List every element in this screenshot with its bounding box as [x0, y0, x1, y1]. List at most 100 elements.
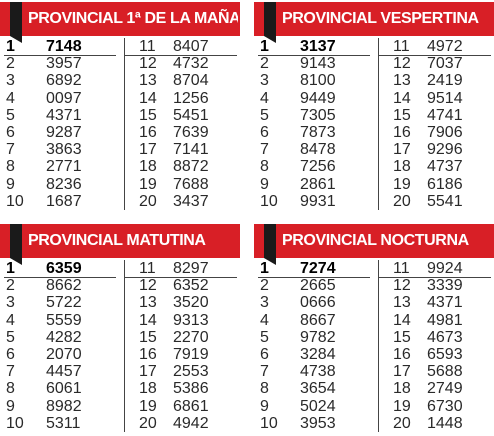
result-position: 5: [6, 328, 15, 346]
result-number: 1687: [46, 192, 82, 210]
result-row: 1 6359: [4, 260, 116, 278]
result-row: 19 6861: [125, 398, 237, 415]
result-number: 1256: [173, 89, 209, 107]
result-number: 2861: [300, 175, 336, 193]
result-position: 16: [393, 345, 411, 363]
result-number: 5688: [427, 363, 463, 381]
result-number: 4732: [173, 55, 209, 73]
first-row-divider: [379, 277, 491, 278]
result-row: 17 9296: [379, 141, 491, 158]
result-position: 20: [139, 414, 157, 432]
result-position: 12: [139, 277, 157, 295]
result-position: 18: [393, 158, 411, 176]
result-position: 9: [260, 175, 269, 193]
panel-provincial-vespertina: PROVINCIAL VESPERTINA 1 3137 2 9143 3 8100 4 94…: [254, 2, 494, 212]
result-row: 5 7305: [258, 107, 370, 124]
result-number: 6359: [46, 260, 82, 277]
result-row: 12 4732: [125, 55, 237, 72]
result-position: 15: [393, 106, 411, 124]
result-number: 6352: [173, 277, 209, 295]
result-number: 7906: [427, 123, 463, 141]
result-position: 14: [393, 311, 411, 329]
result-row: 3 0666: [258, 294, 370, 311]
result-position: 2: [260, 55, 269, 73]
result-row: 15 2270: [125, 329, 237, 346]
result-position: 10: [260, 192, 278, 210]
panel-title: PROVINCIAL NOCTURNA: [282, 232, 469, 249]
result-number: 5541: [427, 192, 463, 210]
result-number: 5386: [173, 380, 209, 398]
panel-banner: PROVINCIAL 1ª DE LA MAÑANA: [0, 2, 240, 43]
result-position: 7: [260, 141, 269, 159]
result-row: 9 2861: [258, 176, 370, 193]
result-number: 6061: [46, 380, 82, 398]
first-row-divider: [125, 55, 237, 56]
first-row-divider: [125, 277, 237, 278]
result-number: 8982: [46, 397, 82, 415]
result-position: 20: [393, 192, 411, 210]
result-row: 6 2070: [4, 346, 116, 363]
result-number: 8236: [46, 175, 82, 193]
banner-tab-decoration: [264, 2, 276, 43]
result-row: 19 7688: [125, 176, 237, 193]
results-column-left: 1 6359 2 8662 3 5722 4 5559 5 4282 6 2070 7 4457 8 6061…: [4, 260, 116, 432]
result-number: 8667: [300, 311, 336, 329]
result-number: 7141: [173, 141, 209, 159]
result-row: 5 4371: [4, 107, 116, 124]
first-row-divider: [258, 55, 370, 56]
result-position: 18: [393, 380, 411, 398]
result-number: 3863: [46, 141, 82, 159]
result-position: 8: [260, 380, 269, 398]
result-number: 6186: [427, 175, 463, 193]
result-position: 1: [260, 38, 269, 55]
result-number: 3953: [300, 414, 336, 432]
result-number: 3339: [427, 277, 463, 295]
result-position: 18: [139, 158, 157, 176]
panel-banner: PROVINCIAL VESPERTINA: [254, 2, 494, 43]
result-number: 9931: [300, 192, 336, 210]
result-position: 3: [6, 72, 15, 90]
result-number: 7256: [300, 158, 336, 176]
result-position: 15: [393, 328, 411, 346]
result-position: 12: [393, 277, 411, 295]
result-row: 15 4673: [379, 329, 491, 346]
result-row: 1 7148: [4, 38, 116, 56]
result-row: 9 5024: [258, 398, 370, 415]
result-number: 7274: [300, 260, 336, 277]
result-position: 10: [6, 192, 24, 210]
result-number: 9287: [46, 123, 82, 141]
result-row: 16 7919: [125, 346, 237, 363]
result-row: 12 7037: [379, 55, 491, 72]
result-row: 14 1256: [125, 90, 237, 107]
result-row: 13 3520: [125, 294, 237, 311]
result-row: 5 4282: [4, 329, 116, 346]
result-position: 2: [6, 55, 15, 73]
result-row: 17 7141: [125, 141, 237, 158]
result-number: 3654: [300, 380, 336, 398]
result-row: 13 4371: [379, 294, 491, 311]
result-row: 20 3437: [125, 193, 237, 210]
result-row: 11 4972: [379, 38, 491, 56]
banner-tab-decoration: [264, 224, 276, 265]
result-position: 15: [139, 106, 157, 124]
result-position: 14: [393, 89, 411, 107]
result-number: 7305: [300, 106, 336, 124]
panel-banner: PROVINCIAL MATUTINA: [0, 224, 240, 265]
result-row: 6 9287: [4, 124, 116, 141]
result-row: 15 5451: [125, 107, 237, 124]
result-row: 7 8478: [258, 141, 370, 158]
result-number: 0097: [46, 89, 82, 107]
result-row: 18 5386: [125, 380, 237, 397]
result-number: 5722: [46, 294, 82, 312]
result-row: 13 8704: [125, 72, 237, 89]
panel-title: PROVINCIAL MATUTINA: [28, 232, 206, 249]
result-position: 9: [260, 397, 269, 415]
result-row: 1 7274: [258, 260, 370, 278]
result-number: 7148: [46, 38, 82, 55]
result-row: 13 2419: [379, 72, 491, 89]
result-number: 2553: [173, 363, 209, 381]
panel-provincial-matutina: PROVINCIAL MATUTINA 1 6359 2 8662 3 5722 4 5559…: [0, 224, 240, 434]
result-position: 13: [139, 72, 157, 90]
result-row: 3 5722: [4, 294, 116, 311]
result-row: 16 6593: [379, 346, 491, 363]
